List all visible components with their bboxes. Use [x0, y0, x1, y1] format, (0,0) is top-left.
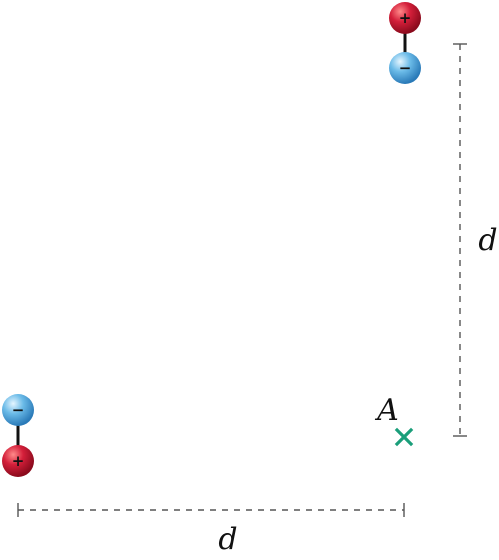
negative-sign: −: [12, 401, 25, 419]
negative-charge: [389, 52, 421, 84]
positive-charge: [389, 2, 421, 34]
vertical-dimension: d: [453, 43, 498, 437]
point-a: A: [374, 393, 414, 447]
positive-sign: +: [12, 452, 25, 470]
positive-charge: [2, 445, 34, 477]
dipole-bottom-left: − +: [2, 394, 34, 477]
negative-charge: [2, 394, 34, 426]
dipole-top-right: + −: [389, 2, 421, 84]
horizontal-distance-label: d: [218, 522, 237, 557]
horizontal-dimension: d: [17, 503, 405, 557]
vertical-distance-label: d: [478, 223, 497, 258]
x-mark-icon: [394, 427, 414, 447]
positive-sign: +: [399, 9, 412, 27]
point-a-label: A: [374, 393, 399, 428]
negative-sign: −: [399, 59, 412, 77]
